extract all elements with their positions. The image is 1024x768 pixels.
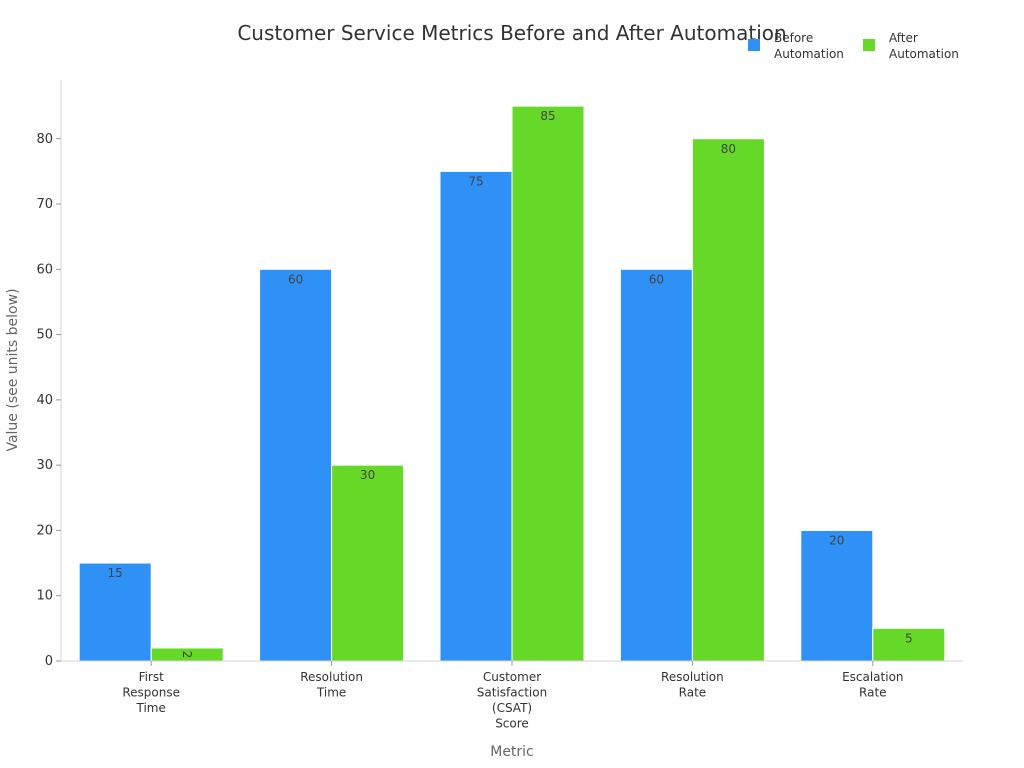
bar-value-label: 15: [108, 566, 123, 580]
x-tick-label: Resolution Rate: [661, 670, 724, 700]
legend: Before Automation After Automation: [748, 31, 959, 61]
chart-title: Customer Service Metrics Before and Afte…: [237, 21, 786, 45]
x-tick-label: Resolution Time: [300, 670, 363, 700]
y-tick-label: 50: [36, 328, 53, 343]
bar-value-label: 5: [905, 631, 913, 645]
bar-after: [691, 138, 765, 662]
bar-value-label: 2: [180, 651, 194, 659]
x-tick-label: Escalation Rate: [842, 670, 903, 700]
y-tick-label: 70: [36, 197, 53, 212]
bar-after: [511, 105, 585, 662]
x-tick-label: Customer Satisfaction (CSAT) Score: [477, 670, 547, 731]
bar-value-label: 30: [360, 468, 375, 482]
bar-before: [800, 529, 874, 662]
y-tick-label: 20: [36, 523, 53, 538]
y-tick-label: 40: [36, 393, 53, 408]
bar-value-label: 60: [649, 272, 664, 286]
bar-value-label: 20: [829, 533, 844, 547]
bar-before: [259, 268, 333, 662]
bar-value-label: 80: [721, 142, 736, 156]
bar-value-label: 75: [468, 174, 483, 188]
y-axis: 0 10 20 30 40 50 60 70 80: [36, 80, 62, 669]
y-tick-label: 80: [36, 132, 53, 147]
legend-swatch: [748, 39, 760, 51]
bars: 15 60 75 60 20 2 30 85 80 5: [78, 105, 946, 662]
bar-value-label: 85: [540, 109, 555, 123]
legend-label: After Automation: [889, 31, 959, 61]
legend-label: Before Automation: [774, 31, 844, 61]
x-axis-title: Metric: [490, 744, 534, 760]
x-tick-label: First Response Time: [122, 670, 180, 715]
y-tick-label: 10: [36, 589, 53, 604]
bar-after: [331, 464, 405, 662]
bar-before: [619, 268, 693, 662]
y-tick-label: 0: [45, 654, 53, 669]
x-axis: First Response Time Resolution Time Customer S…: [61, 660, 963, 731]
bar-before: [439, 170, 513, 662]
y-tick-label: 60: [36, 262, 53, 277]
y-tick-label: 30: [36, 458, 53, 473]
y-axis-title: Value (see units below): [5, 288, 21, 451]
bar-before: [78, 562, 152, 662]
legend-swatch: [863, 39, 875, 51]
bar-value-label: 60: [288, 272, 303, 286]
